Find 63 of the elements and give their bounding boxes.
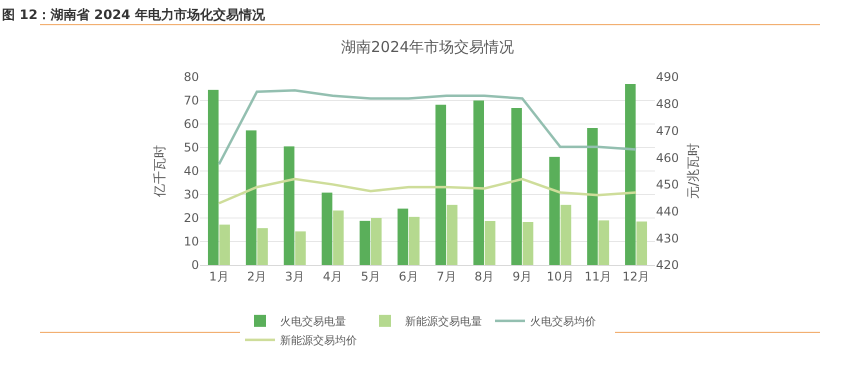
x-tick-label: 2月 (247, 269, 267, 284)
line-series (218, 89, 638, 166)
bar (219, 224, 230, 265)
x-tick-label: 6月 (398, 269, 418, 284)
y2-axis-title: 元/兆瓦时 (686, 142, 702, 200)
bar (484, 221, 496, 265)
x-tick-label: 7月 (436, 269, 456, 284)
x-tick-label: 1月 (209, 269, 229, 284)
bar (587, 128, 598, 265)
bar (625, 84, 636, 265)
y2-tick-label: 420 (656, 258, 679, 272)
line-series (218, 178, 638, 204)
x-tick-label: 5月 (360, 269, 380, 284)
y2-tick-label: 480 (656, 97, 679, 112)
bar (560, 204, 572, 265)
bar (371, 218, 382, 265)
y-axis-title: 亿千瓦时 (153, 145, 168, 198)
bar (408, 216, 420, 265)
y2-tick-label: 470 (656, 124, 679, 138)
chart-subtitle: 湖南2024年市场交易情况 (341, 38, 514, 56)
bar (322, 192, 332, 265)
x-tick-label: 4月 (322, 269, 343, 284)
x-tick-label: 12月 (622, 269, 650, 284)
bar (333, 210, 344, 265)
y2-tick-label: 450 (656, 178, 679, 192)
y-tick-label: 80 (184, 70, 199, 84)
y-tick-label: 0 (191, 258, 199, 272)
x-tick-label: 11月 (584, 269, 612, 284)
bar (257, 228, 268, 265)
chart-title: 图 12：湖南省 2024 年电力市场化交易情况 (2, 7, 266, 23)
y-tick-label: 40 (184, 164, 199, 178)
bar (295, 231, 306, 265)
y-tick-label: 60 (184, 117, 199, 132)
legend-label: 新能源交易电量 (405, 315, 482, 328)
bar (360, 220, 370, 265)
y-tick-label: 20 (184, 211, 199, 226)
y-tick-label: 30 (184, 188, 199, 202)
x-tick-label: 10月 (546, 269, 574, 284)
y2-tick-label: 490 (656, 70, 679, 84)
bar (549, 156, 560, 265)
bar (636, 222, 648, 265)
x-tick-label: 3月 (284, 269, 305, 284)
bar (522, 222, 534, 265)
bar (208, 90, 219, 265)
x-tick-label: 9月 (512, 269, 532, 284)
bar (398, 208, 408, 265)
legend-label: 火电交易均价 (530, 315, 596, 328)
y2-tick-label: 430 (656, 231, 679, 246)
bar (473, 100, 484, 265)
legend-label: 新能源交易均价 (280, 334, 357, 348)
y-tick-label: 70 (184, 94, 199, 108)
bar (446, 204, 458, 265)
x-tick-label: 8月 (474, 269, 494, 284)
y2-tick-label: 460 (656, 150, 679, 165)
bar (598, 220, 610, 265)
bar (246, 130, 256, 265)
bar (435, 104, 446, 265)
y-tick-label: 10 (184, 234, 199, 249)
y-tick-label: 50 (184, 140, 199, 155)
bar (511, 108, 522, 265)
y2-tick-label: 440 (656, 204, 679, 218)
legend-label: 火电交易电量 (280, 315, 346, 328)
bar (284, 146, 294, 265)
